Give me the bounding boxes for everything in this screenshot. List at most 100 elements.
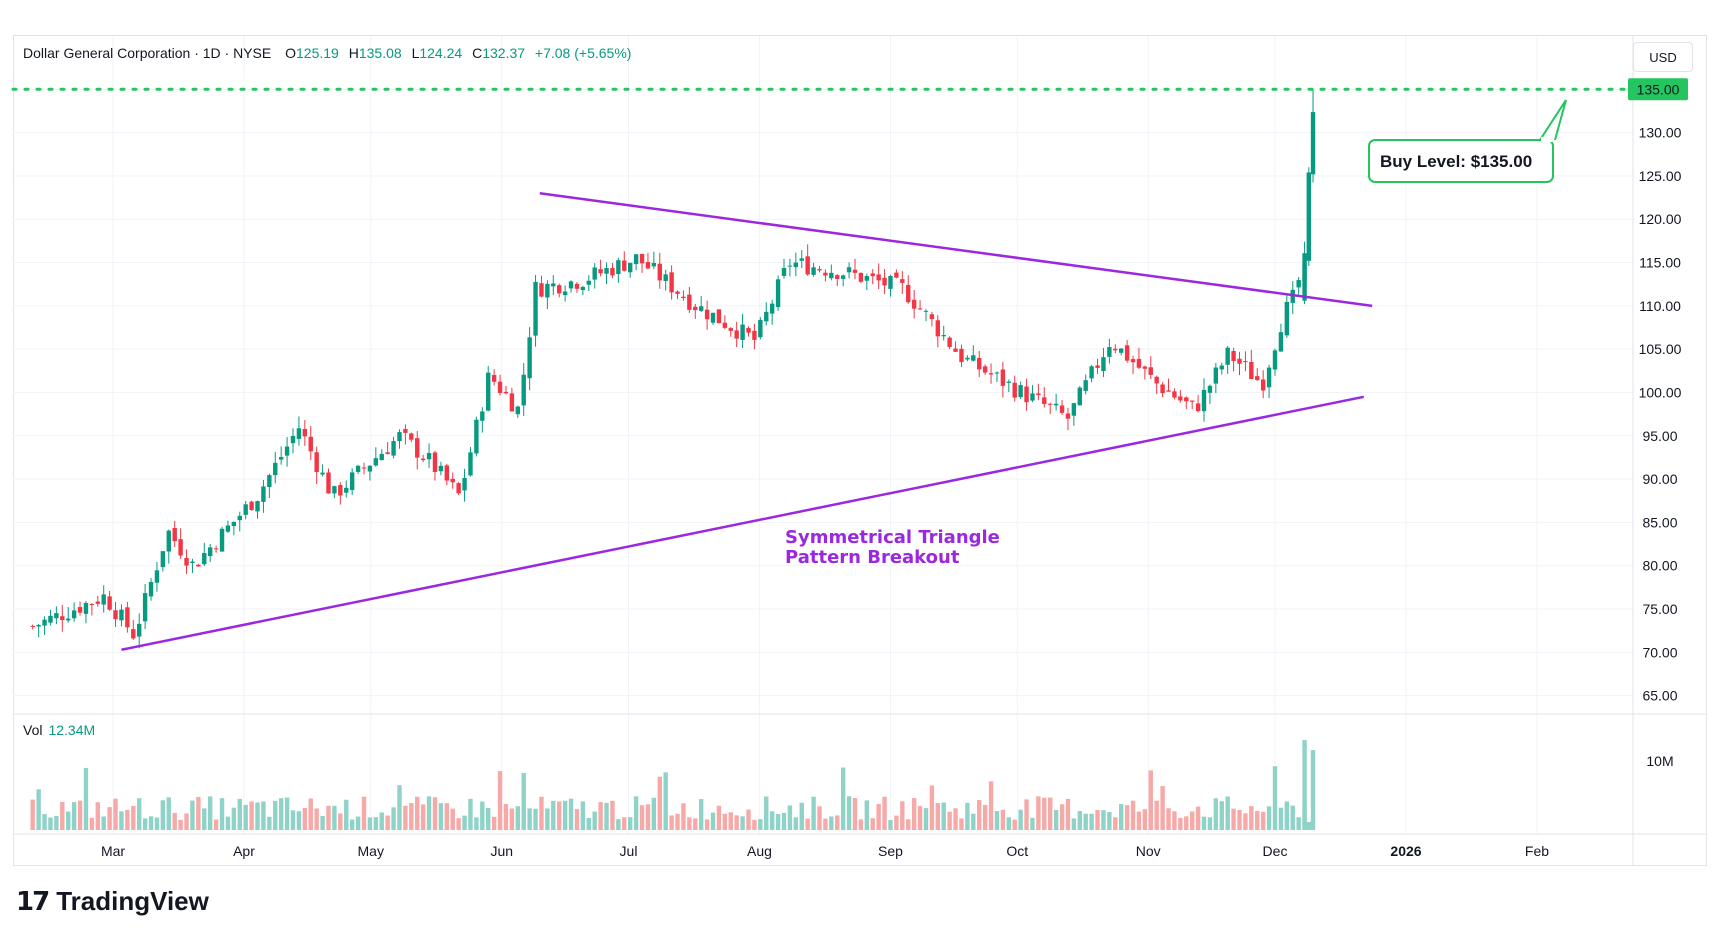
volume-bar <box>462 815 467 830</box>
x-tick-label: May <box>358 843 384 859</box>
volume-bar <box>474 817 479 830</box>
candle-body <box>314 452 319 473</box>
candle-body <box>858 272 864 282</box>
candle-body <box>568 281 574 289</box>
candle-body <box>148 582 154 597</box>
symbol-legend[interactable]: Dollar General Corporation · 1D · NYSE O… <box>23 45 631 61</box>
candle-body <box>1036 393 1041 396</box>
symbol-title: Dollar General Corporation · 1D · NYSE <box>23 45 272 61</box>
candle-body <box>1160 384 1165 394</box>
volume-bar <box>935 803 941 830</box>
volume-bar <box>906 819 911 830</box>
volume-bar <box>1266 806 1272 830</box>
volume-bar <box>154 817 160 830</box>
volume-bar <box>669 815 674 830</box>
volume-bar <box>746 809 751 830</box>
y-tick-label: 90.00 <box>1642 471 1677 487</box>
volume-bar <box>71 802 77 830</box>
candle-body <box>592 267 597 280</box>
candle-body <box>42 619 47 626</box>
volume-bar <box>799 802 804 830</box>
candle-body <box>83 603 89 614</box>
candle-body <box>876 274 881 281</box>
candle-body <box>136 623 142 637</box>
volume-bar <box>1166 808 1171 830</box>
callout-pointer-mask <box>1541 137 1554 142</box>
low-label: L <box>411 45 420 61</box>
candle-body <box>521 374 526 406</box>
candle-body <box>1237 358 1242 364</box>
volume-bar <box>148 816 154 830</box>
candle-body <box>1278 332 1284 352</box>
volume-bar <box>284 797 290 830</box>
y-tick-label: 85.00 <box>1642 514 1677 530</box>
volume-bar <box>480 801 485 830</box>
volume-bar <box>225 816 231 830</box>
volume-bar <box>1148 770 1153 830</box>
volume-bar <box>320 815 325 830</box>
candle-body <box>338 485 343 496</box>
candle-body <box>698 306 704 311</box>
currency-button[interactable]: USD <box>1633 42 1693 72</box>
candle-body <box>669 272 674 293</box>
volume-bar <box>1172 811 1177 830</box>
volume-bar <box>1136 811 1142 830</box>
candle-body <box>752 330 757 340</box>
volume-bar <box>1030 817 1035 830</box>
candle-body <box>30 625 35 627</box>
candle-body <box>645 262 651 269</box>
candle-body <box>675 291 680 294</box>
volume-bar <box>598 802 603 830</box>
candle-body <box>131 629 136 639</box>
volume-bar <box>1118 804 1124 830</box>
volume-bar <box>515 806 520 830</box>
volume-bar <box>752 819 757 830</box>
volume-bar <box>645 804 651 830</box>
candle-body <box>539 283 544 297</box>
candle-body <box>900 279 905 283</box>
volume-bar <box>888 819 893 830</box>
candle-body <box>1101 357 1106 372</box>
volume-bar <box>349 819 355 830</box>
tradingview-logo[interactable]: 17 TradingView <box>16 886 209 917</box>
candle-body <box>633 254 639 265</box>
volume-bar <box>432 797 438 830</box>
volume-bar <box>846 796 852 830</box>
volume-bar <box>344 799 349 830</box>
candle-body <box>663 274 668 281</box>
volume-bar <box>142 818 148 830</box>
pane-separators <box>13 36 1707 866</box>
candle-body <box>1184 397 1189 402</box>
change-value: +7.08 (+5.65%) <box>534 45 632 61</box>
volume-legend[interactable]: Vol 12.34M <box>23 722 95 738</box>
volume-bar <box>1189 811 1195 830</box>
volume-bar <box>1024 799 1029 830</box>
volume-bar <box>1310 750 1316 830</box>
candle-body <box>988 373 994 375</box>
volume-bar <box>1154 800 1159 830</box>
candle-body <box>823 272 828 276</box>
candle-body <box>527 337 532 379</box>
volume-bar <box>900 801 905 830</box>
volume-bar <box>941 802 946 830</box>
candle-body <box>1178 396 1183 401</box>
candle-body <box>882 277 887 286</box>
volume-bar <box>302 807 308 830</box>
volume-bar <box>988 781 994 830</box>
candle-body <box>48 615 53 623</box>
candle-body <box>941 335 946 337</box>
candle-body <box>805 256 810 275</box>
candle-body <box>1302 263 1307 301</box>
volume-bar <box>769 811 775 830</box>
volume-bar <box>190 800 195 830</box>
volume-bar <box>326 805 331 830</box>
candle-body <box>1095 365 1100 368</box>
volume-bar <box>373 817 379 830</box>
candle-body <box>391 441 396 456</box>
volume-bar <box>30 799 35 830</box>
candle-body <box>509 393 515 412</box>
volume-bar <box>131 806 136 830</box>
candle-body <box>503 391 509 394</box>
volume-bar <box>101 816 106 830</box>
